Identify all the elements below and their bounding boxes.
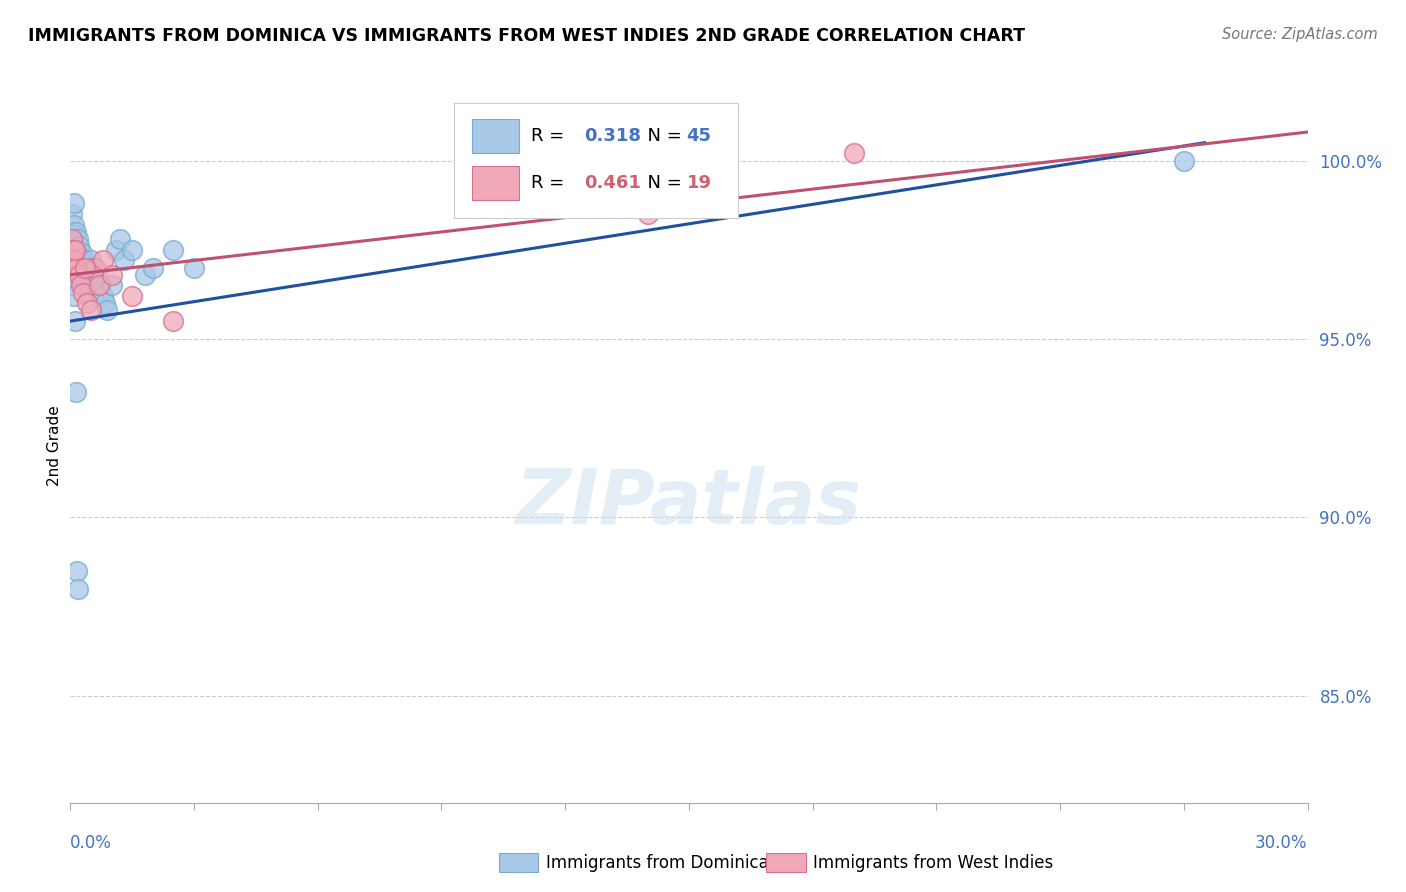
- Point: [100, 268, 122, 282]
- Point: [73, 257, 96, 271]
- Point: [60, 268, 83, 282]
- FancyBboxPatch shape: [472, 166, 519, 200]
- Text: R =: R =: [530, 174, 569, 192]
- Point: [80, 253, 103, 268]
- Point: [62, 243, 84, 257]
- Point: [82, 260, 104, 275]
- Point: [79, 278, 101, 293]
- Point: [89, 285, 111, 300]
- Text: 30.0%: 30.0%: [1256, 834, 1308, 852]
- Point: [66, 232, 89, 246]
- Point: [183, 260, 205, 275]
- Point: [72, 260, 94, 275]
- Point: [69, 250, 91, 264]
- Point: [63, 218, 86, 232]
- FancyBboxPatch shape: [454, 103, 738, 218]
- Point: [134, 268, 156, 282]
- Y-axis label: 2nd Grade: 2nd Grade: [46, 406, 62, 486]
- Point: [84, 260, 107, 275]
- Point: [162, 314, 184, 328]
- Point: [108, 232, 131, 246]
- Text: 0.0%: 0.0%: [70, 834, 112, 852]
- Point: [75, 264, 97, 278]
- Point: [69, 278, 91, 293]
- Point: [67, 268, 90, 282]
- Point: [112, 253, 135, 268]
- Point: [162, 243, 184, 257]
- Point: [67, 243, 90, 257]
- Point: [86, 268, 108, 282]
- Point: [60, 207, 83, 221]
- Point: [73, 260, 96, 275]
- Point: [62, 278, 84, 293]
- Point: [90, 278, 112, 293]
- Point: [62, 196, 84, 211]
- Text: 0.318: 0.318: [583, 127, 641, 145]
- Point: [89, 278, 111, 293]
- Point: [63, 253, 86, 268]
- Point: [84, 278, 107, 293]
- Point: [70, 246, 93, 260]
- Point: [637, 207, 659, 221]
- Point: [76, 268, 98, 282]
- Point: [67, 239, 90, 253]
- Point: [121, 289, 143, 303]
- Point: [62, 260, 84, 275]
- Point: [67, 582, 90, 596]
- Point: [65, 243, 87, 257]
- Text: N =: N =: [636, 127, 688, 145]
- Point: [80, 303, 103, 318]
- Point: [94, 296, 117, 310]
- Point: [65, 385, 87, 400]
- Point: [76, 296, 98, 310]
- Point: [76, 260, 98, 275]
- Point: [104, 243, 127, 257]
- Point: [65, 225, 87, 239]
- Text: Source: ZipAtlas.com: Source: ZipAtlas.com: [1222, 27, 1378, 42]
- Point: [842, 146, 865, 161]
- FancyBboxPatch shape: [472, 120, 519, 153]
- Text: Immigrants from West Indies: Immigrants from West Indies: [813, 854, 1053, 871]
- Point: [66, 564, 89, 578]
- Point: [63, 289, 86, 303]
- Point: [121, 243, 143, 257]
- Point: [96, 303, 118, 318]
- Point: [72, 253, 94, 268]
- Text: 0.461: 0.461: [583, 174, 641, 192]
- Text: N =: N =: [636, 174, 688, 192]
- Point: [65, 228, 87, 243]
- Point: [60, 232, 83, 246]
- Point: [65, 260, 87, 275]
- Point: [100, 278, 122, 293]
- Point: [91, 289, 114, 303]
- Point: [77, 271, 100, 285]
- Point: [142, 260, 165, 275]
- Text: ZIPatlas: ZIPatlas: [516, 467, 862, 540]
- Text: IMMIGRANTS FROM DOMINICA VS IMMIGRANTS FROM WEST INDIES 2ND GRADE CORRELATION CH: IMMIGRANTS FROM DOMINICA VS IMMIGRANTS F…: [28, 27, 1025, 45]
- Text: 19: 19: [686, 174, 711, 192]
- Point: [72, 285, 94, 300]
- Point: [91, 253, 114, 268]
- Text: 45: 45: [686, 127, 711, 145]
- Point: [63, 314, 86, 328]
- Text: Immigrants from Dominica: Immigrants from Dominica: [546, 854, 768, 871]
- Point: [1173, 153, 1195, 168]
- Text: R =: R =: [530, 127, 569, 145]
